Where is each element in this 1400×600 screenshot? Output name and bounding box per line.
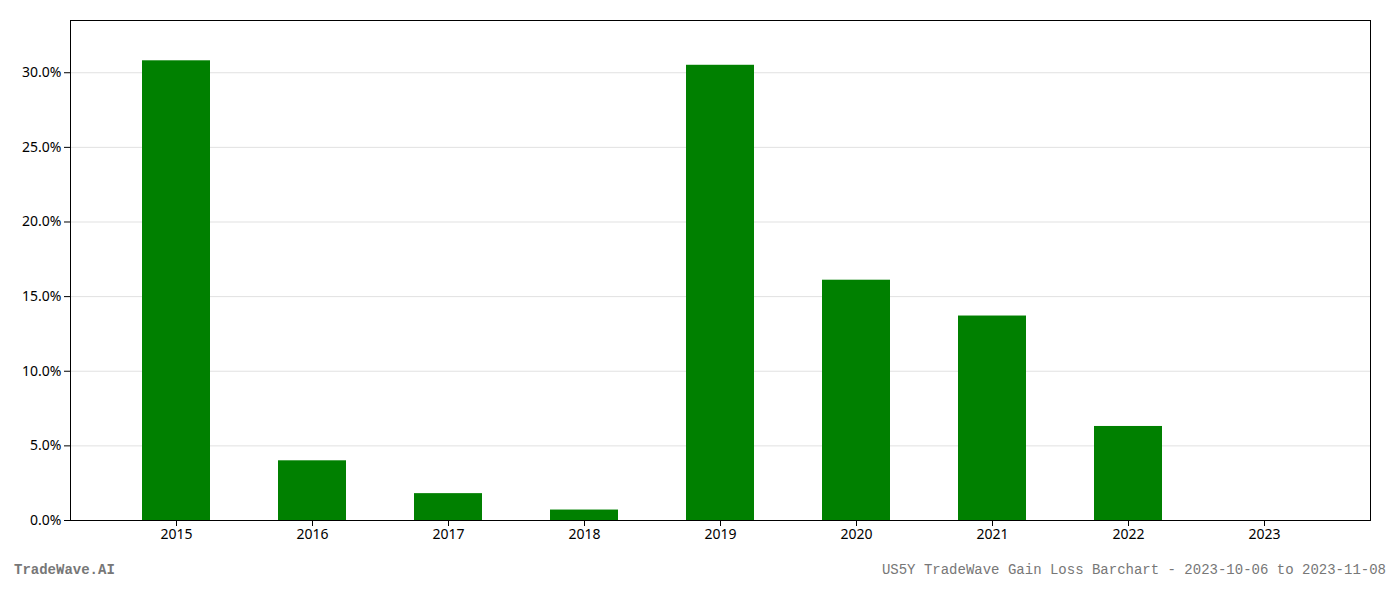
html-text:TradeWave.AI: TradeWave.AI (14, 562, 115, 578)
svg-text:10.0%: 10.0% (22, 361, 61, 380)
svg-text:2021: 2021 (976, 524, 1008, 543)
html-text:US5Y TradeWave Gain Loss Barch: US5Y TradeWave Gain Loss Barchart - 2023… (881, 562, 1386, 578)
svg-text:2022: 2022 (1112, 524, 1144, 543)
svg-text:5.0%: 5.0% (30, 435, 61, 454)
svg-text:20.0%: 20.0% (22, 211, 61, 230)
svg-text:2023: 2023 (1248, 524, 1280, 543)
svg-text:2019: 2019 (704, 524, 736, 543)
svg-text:2016: 2016 (296, 524, 328, 543)
svg-text:2020: 2020 (840, 524, 872, 543)
svg-text:30.0%: 30.0% (22, 62, 61, 81)
svg-text:2015: 2015 (160, 524, 192, 543)
svg-text:0.0%: 0.0% (30, 510, 61, 529)
svg-text:25.0%: 25.0% (22, 137, 61, 156)
svg-text:2017: 2017 (432, 524, 464, 543)
svg-text:15.0%: 15.0% (22, 286, 61, 305)
svg-text:2018: 2018 (568, 524, 600, 543)
